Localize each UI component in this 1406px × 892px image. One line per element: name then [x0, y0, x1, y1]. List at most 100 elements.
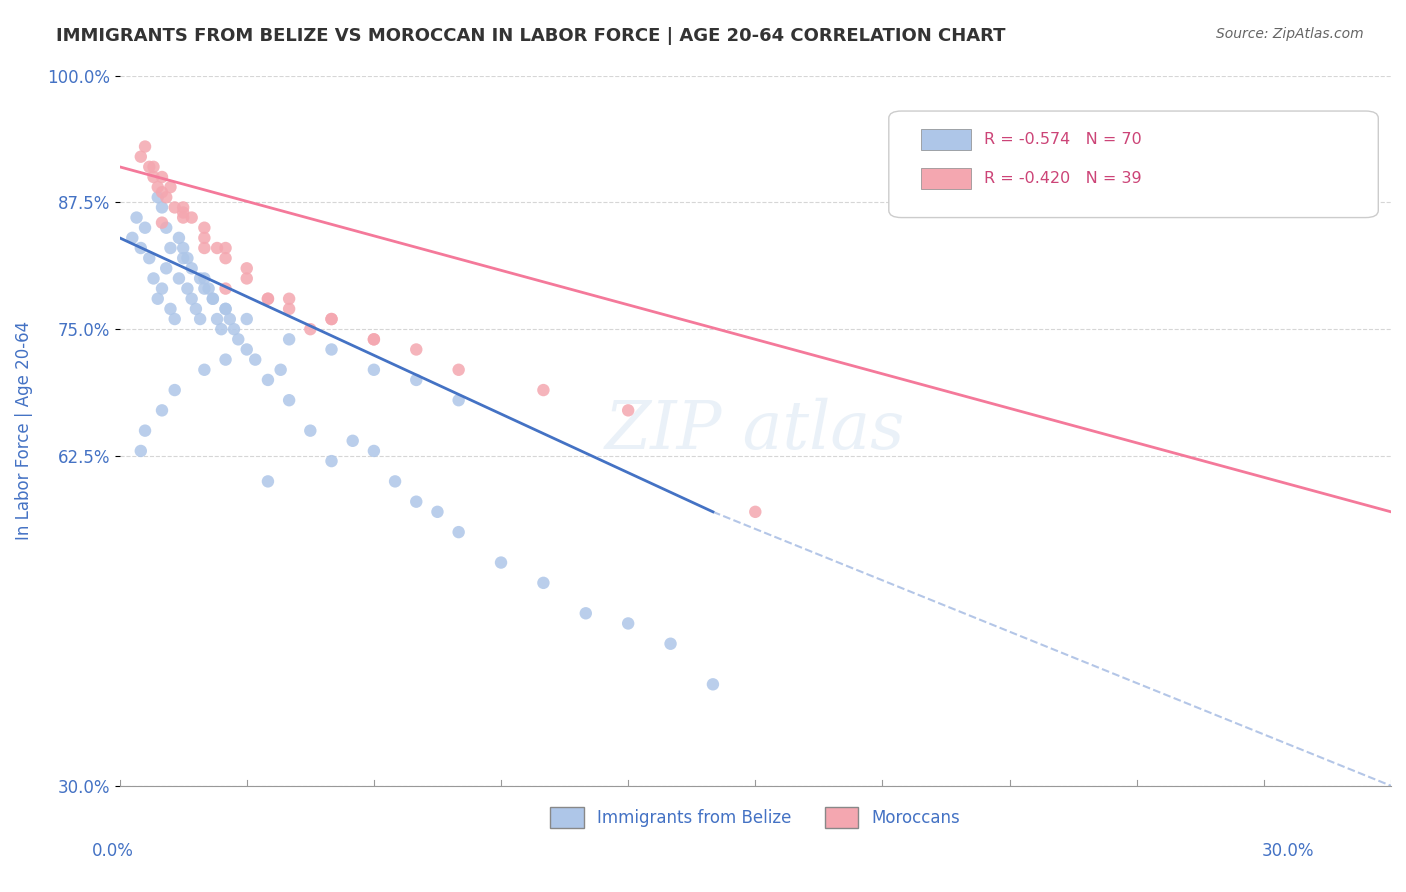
Point — [201, 292, 224, 306]
Point — [205, 312, 228, 326]
Point — [363, 444, 385, 458]
Point — [172, 205, 194, 219]
Point — [299, 322, 322, 336]
Bar — [921, 168, 972, 189]
Point — [193, 282, 215, 296]
Point — [172, 201, 194, 215]
Point — [321, 312, 343, 326]
Point — [342, 434, 364, 448]
Point — [159, 180, 181, 194]
Point — [121, 231, 143, 245]
Point — [193, 220, 215, 235]
Point — [150, 185, 173, 199]
Point — [150, 282, 173, 296]
Point — [447, 525, 470, 540]
Point — [188, 312, 211, 326]
FancyBboxPatch shape — [889, 111, 1378, 218]
Bar — [921, 128, 972, 150]
Point — [134, 220, 156, 235]
Text: Source: ZipAtlas.com: Source: ZipAtlas.com — [1216, 27, 1364, 41]
Point — [405, 343, 427, 357]
Point — [531, 575, 554, 590]
Point — [193, 271, 215, 285]
Point — [205, 241, 228, 255]
Point — [299, 424, 322, 438]
Point — [384, 475, 406, 489]
Point — [138, 251, 160, 265]
Point — [214, 301, 236, 316]
Point — [235, 271, 257, 285]
Point — [163, 312, 186, 326]
Point — [125, 211, 148, 225]
Point — [155, 220, 177, 235]
Point — [176, 251, 198, 265]
Point — [201, 292, 224, 306]
Point — [134, 424, 156, 438]
Text: ZIP atlas: ZIP atlas — [605, 398, 905, 463]
Text: 30.0%: 30.0% — [1263, 842, 1315, 860]
Point — [214, 241, 236, 255]
Point — [172, 251, 194, 265]
Point — [150, 403, 173, 417]
Point — [150, 201, 173, 215]
Point — [193, 363, 215, 377]
Point — [447, 393, 470, 408]
Point — [193, 241, 215, 255]
Point — [531, 383, 554, 397]
Point — [235, 312, 257, 326]
Point — [405, 373, 427, 387]
Point — [278, 301, 301, 316]
Point — [150, 216, 173, 230]
Point — [180, 292, 202, 306]
Point — [363, 332, 385, 346]
Point — [226, 332, 249, 346]
Point — [257, 373, 280, 387]
Point — [159, 301, 181, 316]
Point — [257, 475, 280, 489]
Point — [214, 251, 236, 265]
Point — [193, 231, 215, 245]
Point — [363, 363, 385, 377]
Point — [129, 150, 152, 164]
Point — [209, 322, 232, 336]
Point — [180, 261, 202, 276]
Point — [188, 271, 211, 285]
Point — [167, 231, 190, 245]
Point — [744, 505, 766, 519]
Text: R = -0.574   N = 70: R = -0.574 N = 70 — [984, 132, 1142, 147]
Point — [214, 352, 236, 367]
Point — [146, 180, 169, 194]
Point — [321, 343, 343, 357]
Point — [214, 301, 236, 316]
Point — [363, 332, 385, 346]
Point — [180, 211, 202, 225]
Point — [235, 261, 257, 276]
Point — [447, 363, 470, 377]
Point — [321, 312, 343, 326]
Point — [214, 282, 236, 296]
Text: 0.0%: 0.0% — [91, 842, 134, 860]
Point — [235, 343, 257, 357]
Point — [278, 393, 301, 408]
Point — [172, 211, 194, 225]
Point — [426, 505, 449, 519]
Point — [129, 241, 152, 255]
Point — [321, 454, 343, 468]
Point — [257, 292, 280, 306]
Point — [245, 352, 267, 367]
Point — [278, 332, 301, 346]
Point — [575, 607, 598, 621]
Point — [167, 271, 190, 285]
Point — [163, 201, 186, 215]
Point — [172, 241, 194, 255]
Point — [617, 616, 640, 631]
Point — [278, 292, 301, 306]
Point — [142, 160, 165, 174]
Point — [150, 169, 173, 184]
Point — [159, 241, 181, 255]
Point — [702, 677, 724, 691]
Text: IMMIGRANTS FROM BELIZE VS MOROCCAN IN LABOR FORCE | AGE 20-64 CORRELATION CHART: IMMIGRANTS FROM BELIZE VS MOROCCAN IN LA… — [56, 27, 1005, 45]
Point — [197, 282, 219, 296]
Point — [270, 363, 292, 377]
Point — [222, 322, 245, 336]
